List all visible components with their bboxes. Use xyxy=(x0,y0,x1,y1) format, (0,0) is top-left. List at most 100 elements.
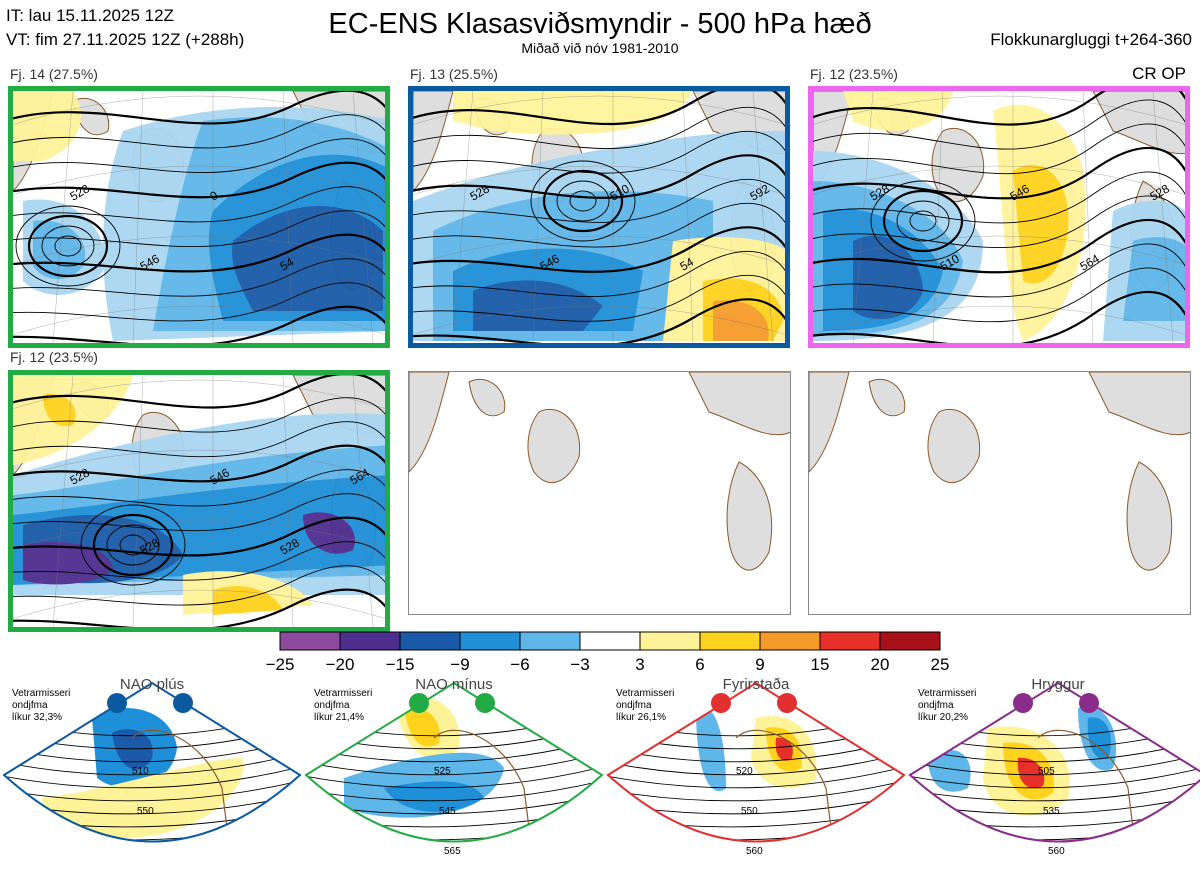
scale-swatch xyxy=(759,631,821,651)
height-contour xyxy=(13,516,385,557)
scale-swatch xyxy=(879,631,941,651)
panel-2-label: Fj. 13 (25.5%) xyxy=(410,66,498,82)
scale-tick-label: 3 xyxy=(635,655,645,674)
height-contour xyxy=(13,91,385,125)
regime-probability: Vetrarmisseri ondjfma líkur 20,2% xyxy=(918,688,977,723)
scale-tick-label: −6 xyxy=(510,655,530,674)
regime-marker xyxy=(777,693,797,713)
landmass xyxy=(868,378,906,417)
panel-4-label: Fj. 12 (23.5%) xyxy=(10,349,98,365)
height-contour xyxy=(13,233,385,273)
anomaly-shading xyxy=(473,280,603,331)
height-contour xyxy=(13,186,385,223)
anomaly-shading xyxy=(775,737,793,761)
scale-swatch xyxy=(339,631,401,651)
height-contour xyxy=(608,763,904,789)
contour-label: 528 xyxy=(68,181,93,203)
anomaly-layer xyxy=(13,91,385,341)
regime-sector-border xyxy=(304,681,604,843)
empty-map-5 xyxy=(408,371,791,615)
height-contour xyxy=(413,250,785,297)
height-contour xyxy=(608,749,904,776)
anomaly-shading xyxy=(213,586,283,615)
height-contour xyxy=(413,178,785,223)
closed-contour xyxy=(569,190,597,212)
height-contour xyxy=(813,91,1185,126)
closed-contour xyxy=(542,169,624,233)
height-contour xyxy=(608,777,904,802)
height-contour xyxy=(413,226,785,273)
latitude-line xyxy=(13,449,385,479)
regime-panel: 505 535 560 Hryggur Vetrarmisseri ondjfma líku… xyxy=(908,676,1200,875)
scale-swatch xyxy=(459,631,521,651)
scale-tick-label: 25 xyxy=(930,655,950,674)
closed-contour xyxy=(54,235,82,257)
regime-marker xyxy=(107,693,127,713)
anomaly-shading xyxy=(853,235,923,320)
longitude-line xyxy=(682,91,694,343)
longitude-line xyxy=(532,91,544,343)
height-contour xyxy=(13,397,385,433)
anomaly-shading xyxy=(42,758,244,838)
longitude-line xyxy=(452,91,474,343)
height-contour xyxy=(13,138,385,174)
longitude-line xyxy=(132,91,144,343)
closed-contour xyxy=(870,180,976,262)
regime-panel: 525 545 565 NAO mínus Vetrarmisseri ondjfma lí… xyxy=(304,676,604,875)
contour-label: 545 xyxy=(439,806,456,817)
height-contour xyxy=(413,274,785,322)
anomaly-shading xyxy=(713,300,769,341)
anomaly-shading xyxy=(232,206,383,311)
longitude-line xyxy=(752,91,774,343)
contour-label: 525 xyxy=(434,766,451,777)
landmass xyxy=(409,372,450,473)
anomaly-shading xyxy=(1123,237,1185,321)
contour-label: 564 xyxy=(1078,251,1103,273)
coastline xyxy=(131,729,233,842)
landmass xyxy=(413,91,454,192)
regime-panel: 520 550 560 Fyrirstaða Vetrarmisseri ondjfma l… xyxy=(606,676,906,875)
contour-label: 54 xyxy=(678,255,697,274)
scale-swatch xyxy=(699,631,761,651)
regime-marker xyxy=(1079,693,1099,713)
cluster-map-1: 528 546 0 54 xyxy=(8,86,390,348)
regime-title: Hryggur xyxy=(1031,676,1085,693)
cluster-map-3: 528 510 546 564 528 xyxy=(808,86,1190,348)
cluster-map-4: 528 528 546 528 564 xyxy=(8,370,390,632)
scale-tick-label: −20 xyxy=(325,655,355,674)
latitude-line xyxy=(813,95,1185,125)
regime-marker xyxy=(173,693,193,713)
land-layer xyxy=(409,372,790,571)
landmass xyxy=(809,372,850,473)
latitude-line xyxy=(413,305,785,335)
latitude-line xyxy=(13,165,385,195)
init-time: IT: lau 15.11.2025 12Z xyxy=(6,6,174,25)
classification-window: Flokkunargluggi t+264-360 xyxy=(990,30,1192,49)
regime-sector-border xyxy=(606,681,906,843)
scale-tick-label: −9 xyxy=(450,655,470,674)
crop-label: CR OP xyxy=(1132,64,1186,83)
scale-swatch xyxy=(279,631,341,651)
closed-contour xyxy=(119,534,147,556)
regime-title: NAO mínus xyxy=(415,676,493,693)
landmass xyxy=(726,461,773,571)
contour-label: 550 xyxy=(741,806,758,817)
closed-contour xyxy=(909,210,937,232)
regime-marker xyxy=(711,693,731,713)
height-contour xyxy=(910,819,1200,841)
height-contour xyxy=(910,763,1200,789)
header-info: IT: lau 15.11.2025 12Z VT: fim 27.11.202… xyxy=(6,4,244,52)
height-contour xyxy=(13,588,385,627)
landmass xyxy=(527,408,581,484)
contour-layer xyxy=(13,91,385,343)
land-layer xyxy=(809,372,1190,571)
latitude-line xyxy=(13,235,385,265)
closed-contour xyxy=(882,189,964,253)
height-contour xyxy=(4,777,300,802)
latitude-line xyxy=(13,305,385,335)
longitude-line xyxy=(352,91,374,343)
height-contour xyxy=(306,819,602,841)
height-contour xyxy=(608,819,904,841)
contour-label: 565 xyxy=(444,846,461,857)
longitude-line xyxy=(1082,91,1094,343)
